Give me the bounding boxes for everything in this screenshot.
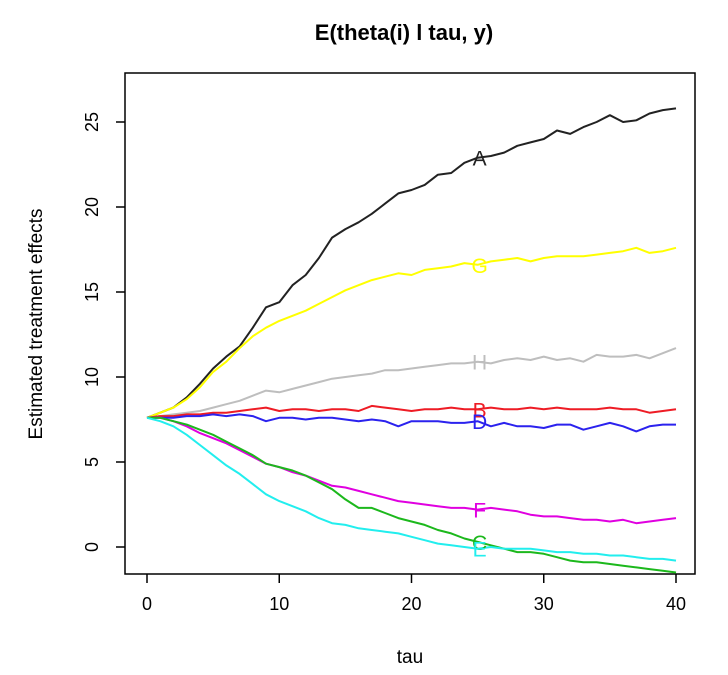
series-label-g: G	[471, 255, 487, 278]
y-axis-label: Estimated treatment effects	[26, 209, 47, 440]
y-tick-label: 15	[82, 282, 102, 302]
series-line-d	[147, 413, 676, 433]
series-line-c	[147, 416, 677, 574]
series-lines	[146, 107, 677, 574]
series-label-h: H	[472, 352, 487, 375]
series-line-g	[146, 246, 677, 419]
y-tick-label: 0	[82, 542, 102, 552]
x-axis-label: tau	[397, 647, 423, 668]
series-label-a: A	[473, 148, 487, 171]
chart-title: E(theta(i) l tau, y)	[315, 20, 493, 45]
series-line-h	[146, 347, 677, 419]
y-axis: 0 5 10 15 20 25	[82, 112, 125, 552]
series-label-b: B	[473, 399, 487, 422]
y-tick-label: 25	[82, 112, 102, 132]
plot-frame	[124, 72, 696, 575]
x-tick-label: 30	[534, 594, 554, 614]
x-tick-label: 10	[269, 594, 289, 614]
x-tick-label: 40	[666, 594, 686, 614]
x-tick-label: 0	[142, 594, 152, 614]
series-line-f	[147, 416, 677, 525]
series-labels: A G H BD FCE	[471, 148, 487, 562]
y-tick-label: 20	[82, 197, 102, 217]
series-label-e: E	[473, 539, 487, 562]
series-line-e	[146, 416, 677, 562]
y-tick-label: 10	[82, 367, 102, 387]
series-label-d: D	[472, 411, 487, 434]
x-tick-label: 20	[401, 594, 421, 614]
x-axis: 0 10 20 30 40	[142, 574, 686, 614]
series-line-a	[146, 107, 677, 419]
series-label-c: C	[472, 532, 487, 555]
series-line-b	[146, 404, 677, 419]
series-label-f: F	[473, 500, 486, 523]
y-tick-label: 5	[82, 457, 102, 467]
